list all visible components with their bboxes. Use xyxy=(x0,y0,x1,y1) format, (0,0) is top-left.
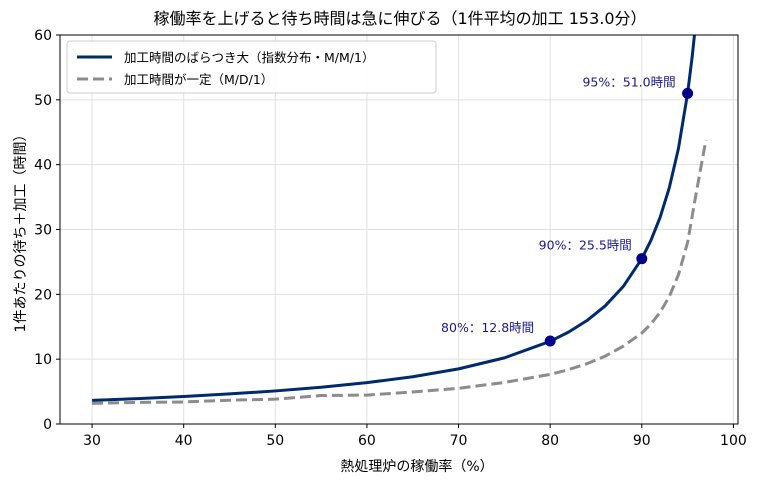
series-layer xyxy=(92,35,708,405)
y-tick-label: 50 xyxy=(34,93,52,109)
y-axis: 0 10 20 30 40 50 60 xyxy=(34,28,60,433)
data-point-label: 80%：12.8時間 xyxy=(441,320,534,335)
chart-title: 稼働率を上げると待ち時間は急に伸びる（1件平均の加工 153.0分） xyxy=(153,9,646,28)
x-tick-label: 70 xyxy=(450,433,468,449)
legend-entry-label: 加工時間のばらつき大（指数分布・M/M/1） xyxy=(124,50,374,65)
grid xyxy=(60,34,738,425)
x-tick-label: 40 xyxy=(175,433,193,449)
data-point-marker xyxy=(682,87,694,99)
y-axis-label: 1件あたりの待ち＋加工（時間） xyxy=(13,128,29,333)
y-tick-label: 0 xyxy=(43,417,52,433)
legend-box xyxy=(66,40,437,94)
data-point-marker xyxy=(544,335,556,347)
x-tick-label: 80 xyxy=(541,433,559,449)
series-line-0 xyxy=(92,35,696,402)
y-tick-label: 10 xyxy=(34,352,52,368)
y-tick-label: 20 xyxy=(34,287,52,303)
data-point-label: 95%：51.0時間 xyxy=(582,74,675,89)
x-axis-label: 熱処理炉の稼働率（%） xyxy=(340,458,493,475)
series-line-1 xyxy=(92,139,708,405)
x-tick-label: 90 xyxy=(633,433,651,449)
legend-entry-label: 加工時間が一定（M/D/1） xyxy=(124,72,273,87)
legend: 加工時間のばらつき大（指数分布・M/M/1） 加工時間が一定（M/D/1） xyxy=(66,40,437,94)
marker-layer: 80%：12.8時間 90%：25.5時間 95%：51.0時間 xyxy=(441,74,694,347)
data-point-label: 90%：25.5時間 xyxy=(539,238,632,253)
x-axis: 30 40 50 60 70 80 90 100 xyxy=(83,424,747,449)
x-tick-label: 30 xyxy=(83,433,101,449)
y-tick-label: 30 xyxy=(34,223,52,239)
x-tick-label: 60 xyxy=(358,433,376,449)
x-tick-label: 50 xyxy=(266,433,284,449)
x-tick-label: 100 xyxy=(720,433,747,449)
y-tick-label: 40 xyxy=(34,158,52,174)
y-tick-label: 60 xyxy=(34,28,52,44)
data-point-marker xyxy=(636,253,648,265)
